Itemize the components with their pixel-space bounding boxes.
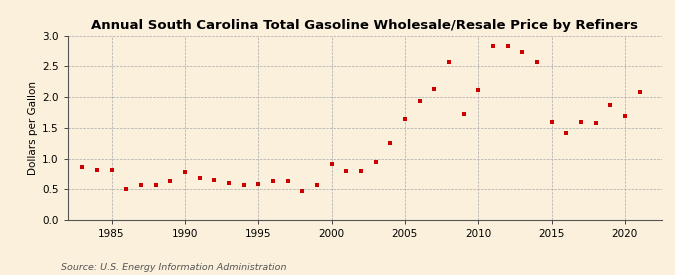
Text: Source: U.S. Energy Information Administration: Source: U.S. Energy Information Administ… — [61, 263, 286, 272]
Y-axis label: Dollars per Gallon: Dollars per Gallon — [28, 81, 38, 175]
Title: Annual South Carolina Total Gasoline Wholesale/Resale Price by Refiners: Annual South Carolina Total Gasoline Who… — [91, 19, 638, 32]
